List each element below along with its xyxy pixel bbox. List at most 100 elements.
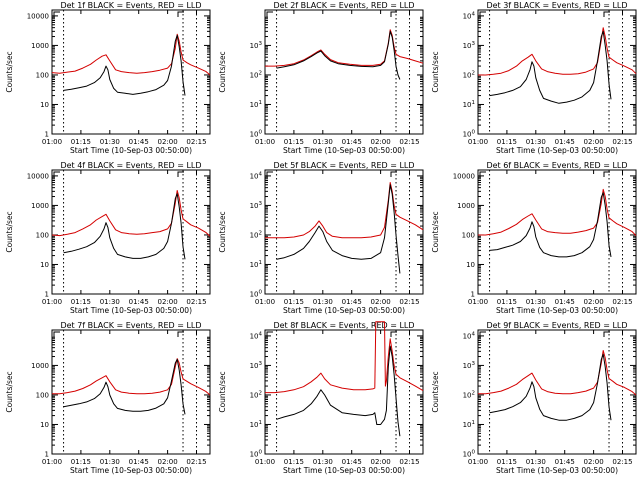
- y-tick-label: 103: [250, 41, 263, 50]
- x-tick-label: 01:30: [526, 298, 546, 306]
- y-tick-label: 10000: [27, 12, 49, 20]
- y-tick-label: 102: [250, 230, 262, 239]
- y-axis-label: Counts/sec: [5, 51, 14, 92]
- x-tick-label: 02:15: [399, 458, 419, 466]
- corner-bracket-right-icon: [390, 11, 397, 17]
- corner-bracket-left-icon: [53, 331, 60, 337]
- x-tick-label: 01:15: [497, 458, 517, 466]
- series-events-line: [63, 193, 186, 260]
- panel-4: Det 4f BLACK = Events, RED = LLD 01:00 01:…: [5, 161, 211, 315]
- plot-frame: [51, 9, 211, 135]
- x-tick-label: 02:15: [399, 298, 419, 306]
- series-lld-line: [265, 321, 424, 394]
- x-tick-label: 01:00: [255, 138, 275, 146]
- y-tick-label: 102: [463, 390, 475, 399]
- corner-bracket-left-icon: [266, 331, 273, 337]
- plot-frame: [477, 329, 637, 455]
- x-tick-label: 01:00: [468, 458, 488, 466]
- corner-bracket-right-icon: [603, 11, 610, 17]
- y-tick-label: 1: [45, 131, 49, 139]
- y-tick-label: 101: [250, 260, 262, 269]
- corner-bracket-left-icon: [266, 171, 273, 177]
- series-events-line: [276, 30, 401, 80]
- x-axis-label: Start Time (10-Sep-03 00:50:00): [70, 306, 192, 315]
- y-tick-label: 100: [463, 450, 476, 459]
- y-tick-label: 10000: [453, 172, 475, 180]
- x-tick-label: 01:45: [555, 458, 575, 466]
- y-tick-label: 10: [466, 261, 475, 269]
- panel-title: Det 8f BLACK = Events, RED = LLD: [273, 321, 414, 330]
- y-tick-label: 1: [45, 291, 49, 299]
- x-tick-label: 02:15: [186, 458, 206, 466]
- x-tick-label: 01:00: [255, 298, 275, 306]
- panel-title: Det 5f BLACK = Events, RED = LLD: [273, 161, 414, 170]
- y-axis-label: Counts/sec: [218, 211, 227, 252]
- x-axis-label: Start Time (10-Sep-03 00:50:00): [70, 466, 192, 475]
- x-tick-label: 01:15: [284, 138, 304, 146]
- x-axis-label: Start Time (10-Sep-03 00:50:00): [283, 306, 405, 315]
- y-tick-label: 10: [40, 101, 49, 109]
- x-tick-label: 01:45: [129, 138, 149, 146]
- x-tick-label: 01:30: [313, 458, 333, 466]
- x-tick-label: 01:15: [284, 458, 304, 466]
- y-tick-label: 1: [471, 291, 475, 299]
- x-tick-label: 02:15: [612, 298, 632, 306]
- x-tick-label: 01:00: [42, 298, 62, 306]
- x-tick-label: 01:30: [526, 458, 546, 466]
- corner-bracket-left-icon: [266, 11, 273, 17]
- panel-7: Det 7f BLACK = Events, RED = LLD 01:00 01:…: [5, 321, 211, 475]
- x-tick-label: 02:00: [584, 458, 604, 466]
- y-axis-label: Counts/sec: [218, 51, 227, 92]
- x-tick-label: 01:15: [497, 138, 517, 146]
- x-tick-label: 02:15: [612, 138, 632, 146]
- y-tick-label: 102: [250, 70, 262, 79]
- x-tick-label: 01:45: [342, 138, 362, 146]
- x-tick-label: 01:45: [129, 298, 149, 306]
- x-tick-label: 02:00: [584, 298, 604, 306]
- panel-8: Det 8f BLACK = Events, RED = LLD 01:00 01:…: [218, 321, 424, 475]
- y-tick-label: 1000: [31, 42, 49, 50]
- y-axis-label: Counts/sec: [5, 371, 14, 412]
- corner-bracket-right-icon: [603, 171, 610, 177]
- plot-frame: [51, 169, 211, 295]
- corner-bracket-right-icon: [603, 331, 610, 337]
- y-tick-label: 100: [463, 130, 476, 139]
- y-tick-label: 101: [463, 100, 475, 109]
- y-axis-label: Counts/sec: [431, 371, 440, 412]
- series-events-line: [489, 192, 612, 258]
- series-events-line: [276, 184, 401, 274]
- x-tick-label: 02:15: [186, 298, 206, 306]
- x-tick-label: 02:15: [186, 138, 206, 146]
- y-tick-label: 1000: [31, 362, 49, 370]
- x-tick-label: 01:00: [42, 458, 62, 466]
- x-tick-label: 01:00: [255, 458, 275, 466]
- x-tick-label: 01:30: [313, 298, 333, 306]
- y-tick-label: 102: [463, 70, 475, 79]
- y-tick-label: 1000: [31, 202, 49, 210]
- x-tick-label: 01:45: [129, 458, 149, 466]
- x-tick-label: 01:15: [71, 458, 91, 466]
- plot-frame: [264, 169, 424, 295]
- y-tick-label: 104: [250, 171, 263, 180]
- x-tick-label: 02:00: [371, 138, 391, 146]
- panel-3: Det 3f BLACK = Events, RED = LLD 01:00 01:…: [431, 1, 637, 155]
- x-tick-label: 01:00: [42, 138, 62, 146]
- y-tick-label: 10000: [27, 172, 49, 180]
- y-tick-label: 104: [463, 331, 476, 340]
- y-tick-label: 1000: [457, 202, 475, 210]
- x-tick-label: 01:30: [100, 298, 120, 306]
- y-tick-label: 100: [36, 71, 49, 79]
- y-tick-label: 10: [40, 261, 49, 269]
- x-tick-label: 01:45: [342, 298, 362, 306]
- y-tick-label: 100: [250, 290, 263, 299]
- y-tick-label: 104: [250, 331, 263, 340]
- corner-bracket-right-icon: [390, 171, 397, 177]
- x-tick-label: 01:00: [468, 138, 488, 146]
- series-lld-line: [52, 358, 211, 396]
- y-tick-label: 100: [250, 450, 263, 459]
- panel-title: Det 6f BLACK = Events, RED = LLD: [486, 161, 627, 170]
- y-tick-label: 103: [463, 361, 476, 370]
- y-tick-label: 101: [250, 420, 262, 429]
- corner-bracket-left-icon: [53, 171, 60, 177]
